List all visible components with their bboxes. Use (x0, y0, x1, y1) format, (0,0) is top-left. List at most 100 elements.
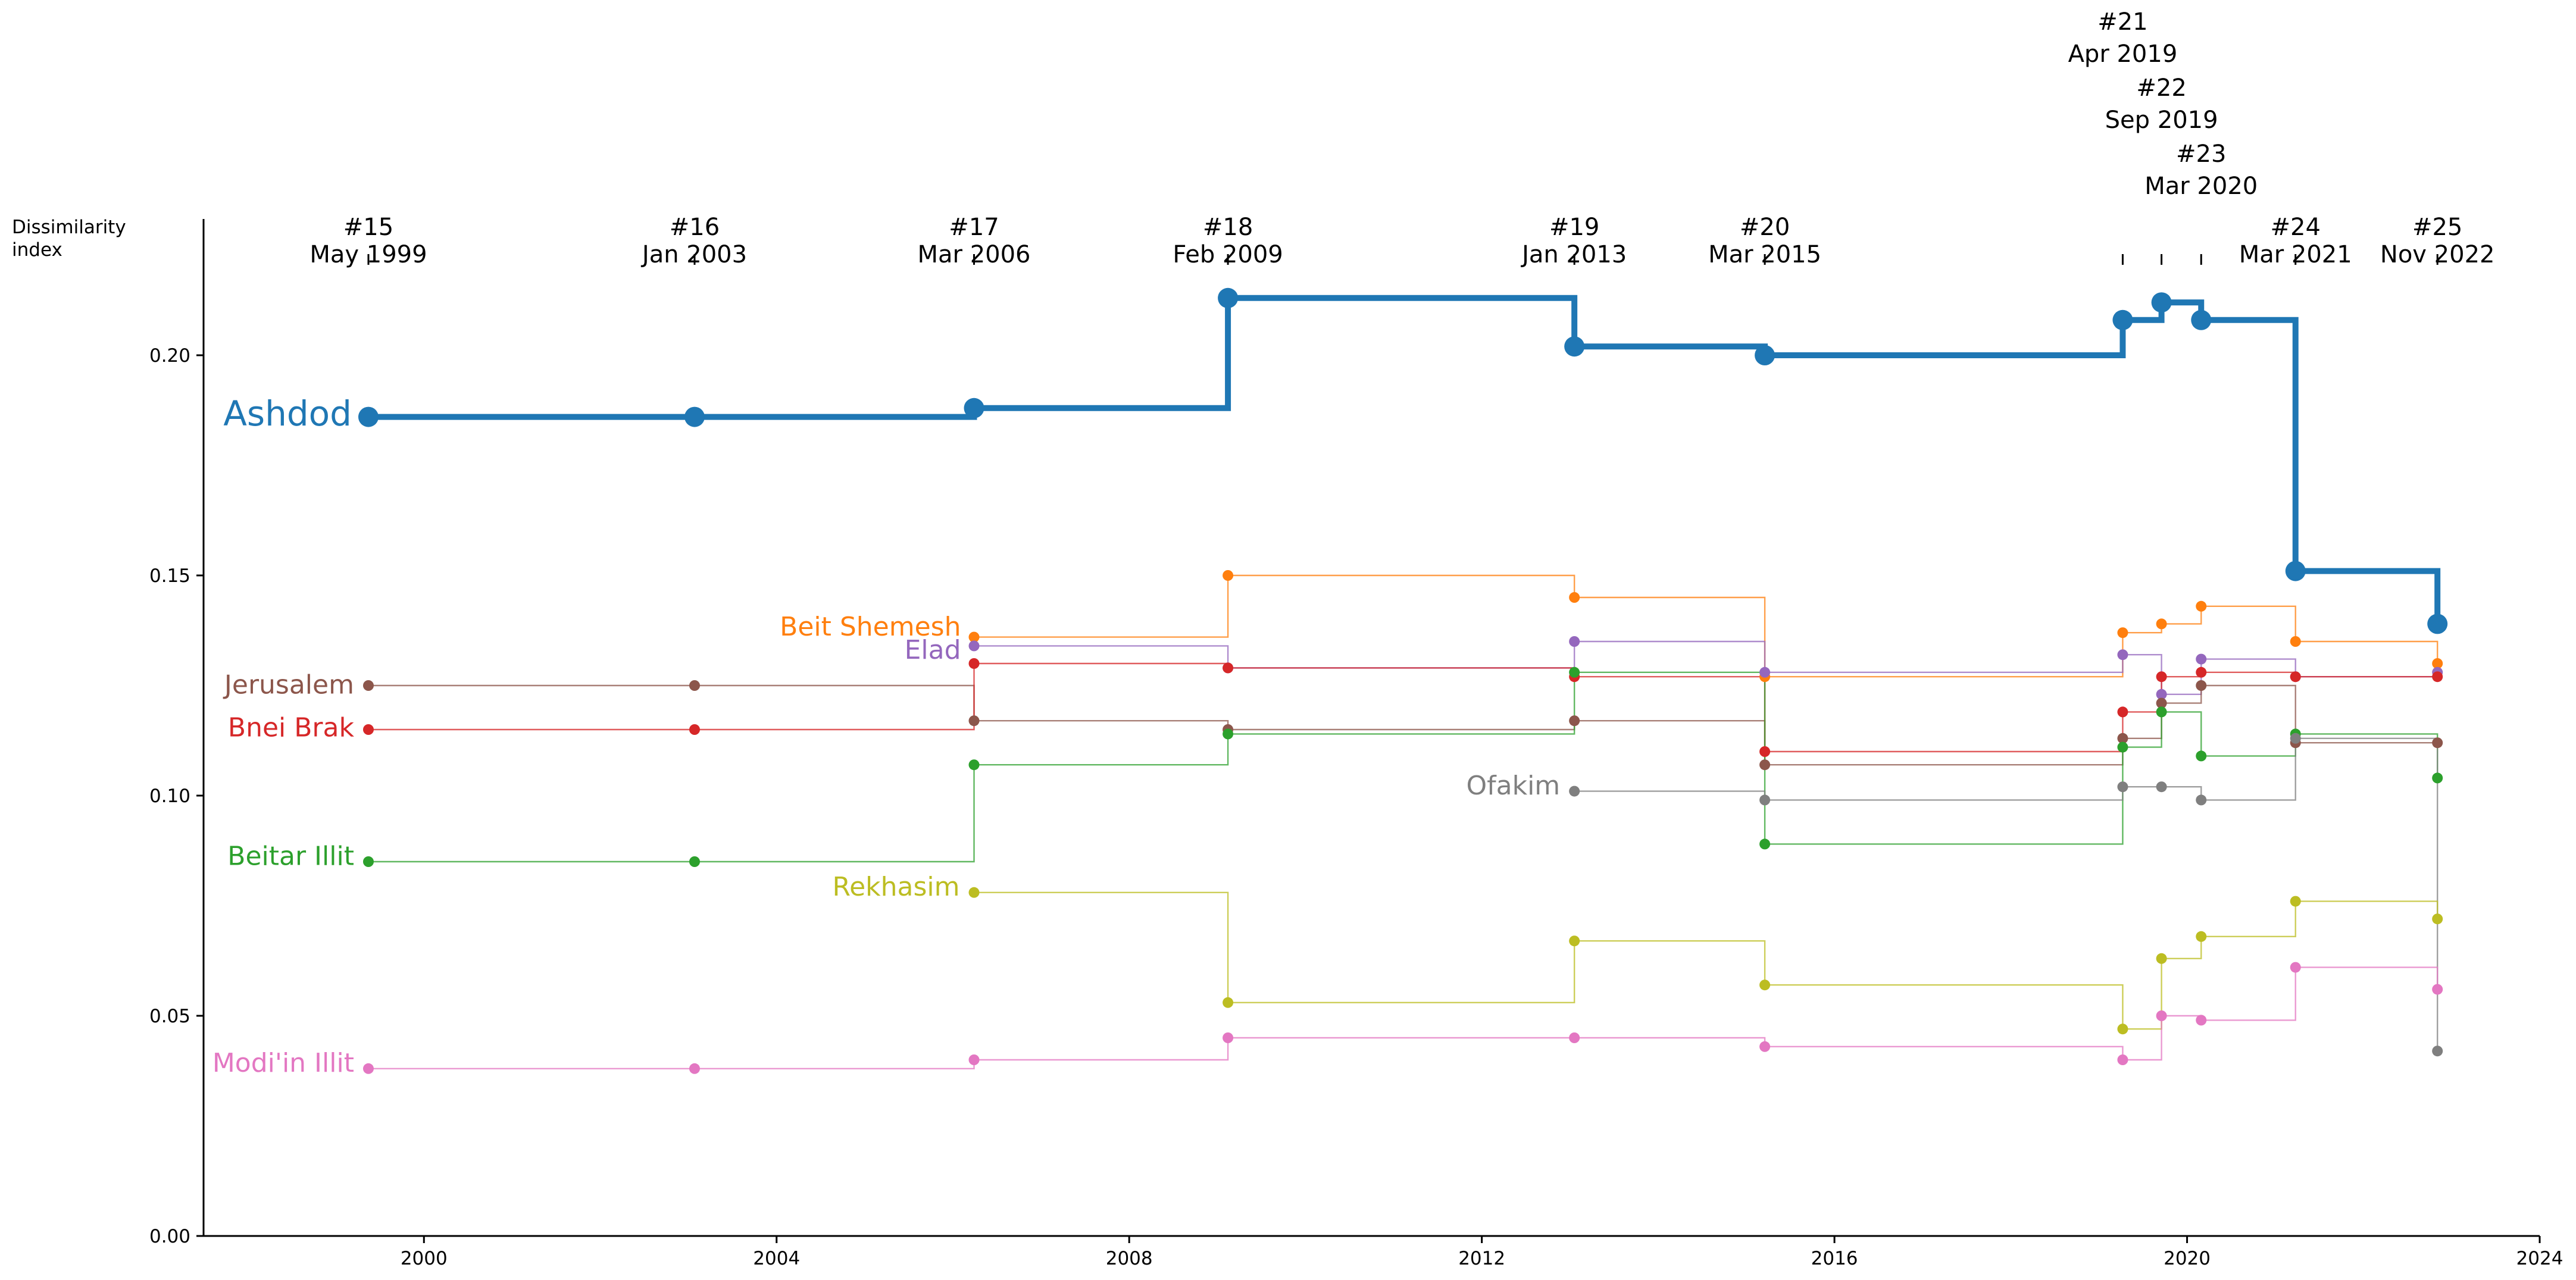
x-tick-label: 2012 (1458, 1248, 1505, 1269)
series-points (358, 287, 2448, 1074)
data-point (2117, 706, 2128, 718)
data-point (358, 406, 379, 427)
data-point (968, 759, 980, 771)
data-point (2290, 896, 2301, 907)
series-label: Bnei Brak (228, 712, 355, 743)
data-point (684, 406, 705, 427)
data-point (1759, 838, 1771, 850)
election-number: #23 (2176, 140, 2226, 168)
data-point (2196, 600, 2207, 612)
data-point (2196, 931, 2207, 942)
series-label: Ofakim (1467, 771, 1561, 801)
data-point (1759, 1041, 1771, 1052)
data-point (1569, 666, 1580, 678)
series-label: Elad (905, 635, 961, 665)
election-number: #18 (1203, 214, 1253, 241)
x-tick-label: 2004 (753, 1248, 800, 1269)
election-number: #24 (2271, 214, 2321, 241)
data-point (2156, 618, 2167, 630)
election-number: #17 (949, 214, 999, 241)
series-line (1574, 737, 2439, 1051)
data-point (1569, 785, 1580, 797)
data-point (1759, 979, 1771, 991)
data-point (1223, 570, 1234, 581)
data-point (1218, 287, 1239, 308)
data-point (2156, 953, 2167, 964)
data-point (689, 724, 700, 735)
data-point (2432, 737, 2443, 749)
data-point (968, 640, 980, 652)
data-point (2290, 671, 2301, 683)
data-point (1569, 592, 1580, 603)
data-point (2156, 781, 2167, 793)
axes: Dissimilarity index (12, 217, 2540, 1237)
data-point (1564, 336, 1585, 357)
data-point (1223, 1032, 1234, 1043)
election-date: Sep 2019 (2105, 107, 2218, 134)
data-point (2112, 309, 2133, 330)
data-point (2432, 671, 2443, 683)
x-ticks: 2000 2004 2008 2012 2016 2020 2024 (401, 1236, 2563, 1269)
data-point (2432, 984, 2443, 995)
election-number: #16 (670, 214, 720, 241)
y-tick-label: 0.20 (149, 345, 190, 367)
data-point (2290, 636, 2301, 647)
election-number: #21 (2097, 8, 2147, 36)
series-line (974, 574, 2439, 678)
data-point (2432, 772, 2443, 784)
data-point (1569, 715, 1580, 727)
x-tick-label: 2000 (401, 1248, 448, 1269)
data-point (2151, 292, 2172, 313)
series-line (368, 671, 2439, 863)
data-point (968, 715, 980, 727)
data-point (2117, 733, 2128, 744)
x-tick-label: 2008 (1106, 1248, 1153, 1269)
series-lines (368, 295, 2441, 1069)
data-point (2432, 658, 2443, 669)
series-line (974, 891, 2439, 1030)
data-point (362, 724, 374, 735)
data-point (2196, 653, 2207, 665)
election-number: #20 (1740, 214, 1790, 241)
data-point (2117, 649, 2128, 661)
data-point (1759, 759, 1771, 771)
data-point (689, 1063, 700, 1074)
series-line (368, 295, 2441, 624)
data-point (968, 887, 980, 898)
data-point (2196, 750, 2207, 762)
data-point (2196, 1015, 2207, 1026)
data-point (362, 1063, 374, 1074)
y-tick-label: 0.00 (149, 1226, 190, 1247)
data-point (1755, 345, 1775, 365)
data-point (2156, 706, 2167, 718)
series-label: Jerusalem (223, 669, 354, 700)
data-point (968, 631, 980, 643)
data-point (968, 658, 980, 669)
data-point (2156, 1010, 2167, 1021)
data-point (2427, 614, 2448, 634)
data-point (2117, 741, 2128, 753)
y-tick-label: 0.05 (149, 1006, 190, 1027)
data-point (2432, 1046, 2443, 1057)
election-number: #15 (343, 214, 393, 241)
data-point (689, 680, 700, 691)
data-point (968, 1054, 980, 1065)
series-label: Ashdod (223, 393, 352, 434)
data-point (362, 680, 374, 691)
data-point (689, 856, 700, 867)
data-point (2117, 627, 2128, 639)
data-point (2156, 697, 2167, 709)
data-point (2117, 1024, 2128, 1035)
election-date: Apr 2019 (2068, 40, 2178, 68)
election-number: #22 (2136, 74, 2186, 102)
election-number: #19 (1549, 214, 1599, 241)
data-point (1759, 746, 1771, 757)
series-label: Beit Shemesh (780, 612, 961, 642)
election-date: Mar 2020 (2144, 173, 2258, 200)
data-point (2196, 680, 2207, 691)
data-point (2196, 794, 2207, 806)
series-label: Rekhasim (832, 872, 959, 902)
data-point (1569, 1032, 1580, 1043)
